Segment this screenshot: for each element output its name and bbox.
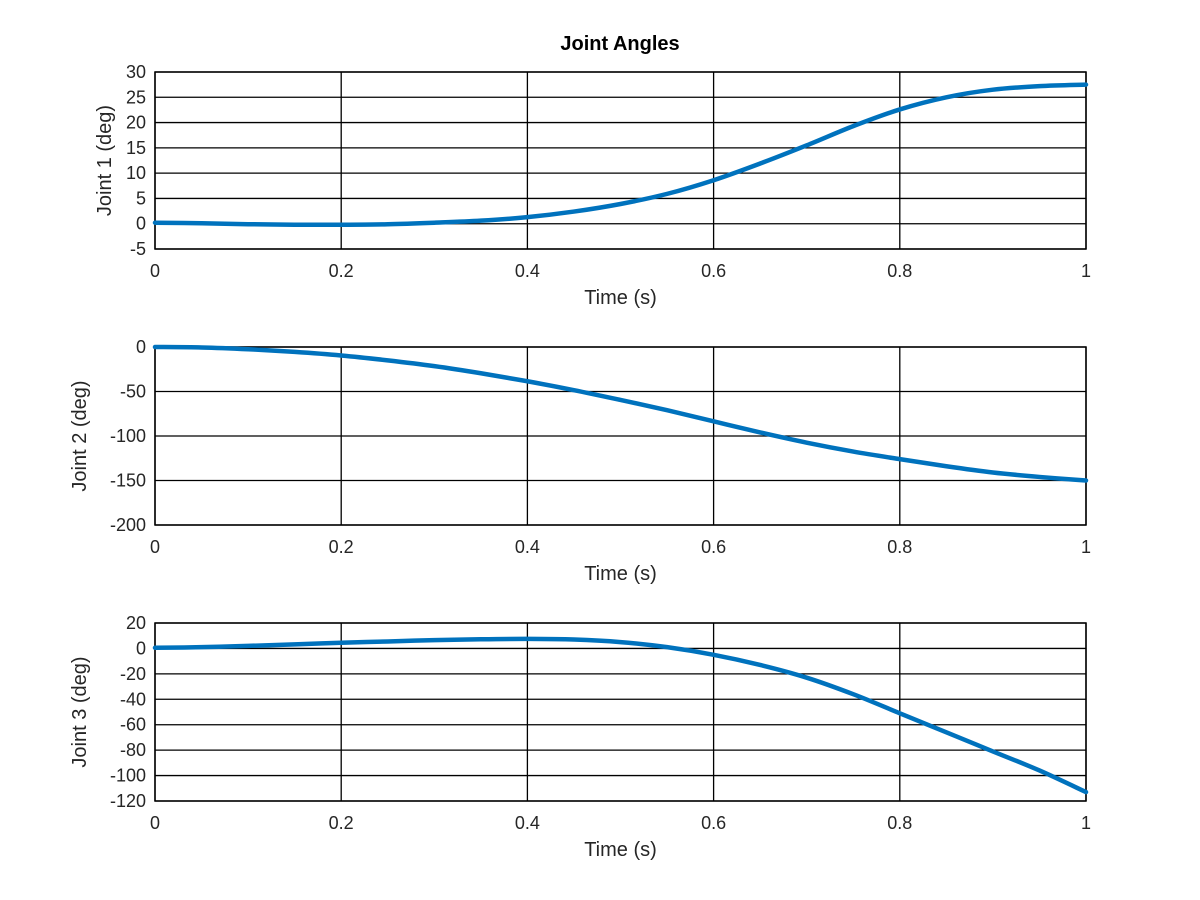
y-tick-label: 25: [126, 87, 146, 107]
x-tick-label: 0: [150, 813, 160, 833]
y-tick-label: 20: [126, 613, 146, 633]
series-line-1: [152, 344, 1089, 483]
y-tick-label: -100: [110, 426, 146, 446]
y-tick-label: 0: [136, 638, 146, 658]
y-tick-label: 0: [136, 337, 146, 357]
axes-frame: [154, 622, 1087, 802]
x-tick-label: 0.8: [887, 537, 912, 557]
y-tick-label: -40: [120, 689, 146, 709]
y-tick-label: -5: [130, 239, 146, 259]
figure-title: Joint Angles: [560, 33, 679, 55]
y-axis-label: Joint 1 (deg): [94, 105, 116, 216]
plot-area: [155, 623, 1086, 801]
y-tick-label: 0: [136, 214, 146, 234]
x-axis-label: Time (s): [584, 563, 657, 585]
x-tick-label: 0.4: [515, 537, 540, 557]
y-tick-label: 30: [126, 62, 146, 82]
y-tick-label: -20: [120, 664, 146, 684]
y-tick-label: -120: [110, 791, 146, 811]
x-tick-label: 1: [1081, 813, 1091, 833]
y-tick-label: 20: [126, 113, 146, 133]
y-tick-label: -50: [120, 382, 146, 402]
y-axis-label: Joint 2 (deg): [69, 380, 91, 491]
x-tick-label: 0: [150, 261, 160, 281]
x-tick-label: 0.2: [329, 813, 354, 833]
x-tick-label: 1: [1081, 261, 1091, 281]
axes-frame: [154, 71, 1087, 250]
x-tick-label: 0.2: [329, 537, 354, 557]
x-tick-label: 0.6: [701, 261, 726, 281]
series-line-1: [152, 82, 1089, 228]
x-axis-label: Time (s): [584, 287, 657, 309]
subplot-3: 0 0.2 0.4 0.6 0.8 1 20 0 -20 -40 -60 -80 -100 -120 Tim…: [69, 613, 1091, 861]
y-tick-label: -60: [120, 715, 146, 735]
x-tick-label: 0.2: [329, 261, 354, 281]
x-tick-label: 0.6: [701, 537, 726, 557]
y-axis-label: Joint 3 (deg): [69, 656, 91, 767]
series-line-1: [152, 636, 1089, 795]
y-tick-label: -80: [120, 740, 146, 760]
x-tick-label: 0.8: [887, 813, 912, 833]
x-tick-label: 1: [1081, 537, 1091, 557]
y-tick-label: 5: [136, 188, 146, 208]
y-tick-label: 15: [126, 138, 146, 158]
subplot-2: 0 0.2 0.4 0.6 0.8 1 0 -50 -100 -150 -200 Time (s) Jo…: [69, 337, 1091, 585]
x-tick-label: 0.4: [515, 813, 540, 833]
x-axis-label: Time (s): [584, 839, 657, 861]
x-tick-label: 0.6: [701, 813, 726, 833]
x-tick-label: 0.4: [515, 261, 540, 281]
x-tick-label: 0.8: [887, 261, 912, 281]
y-tick-label: 10: [126, 163, 146, 183]
axes-frame: [154, 346, 1087, 526]
y-tick-label: -150: [110, 471, 146, 491]
y-tick-label: -100: [110, 766, 146, 786]
y-tick-label: -200: [110, 515, 146, 535]
x-tick-label: 0: [150, 537, 160, 557]
